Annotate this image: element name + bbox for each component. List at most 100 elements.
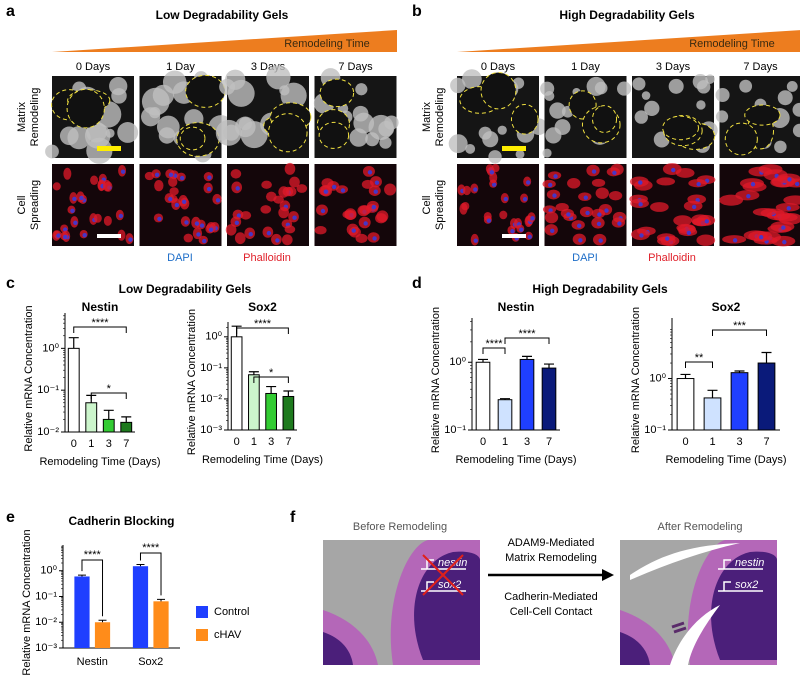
nucleus [612, 171, 616, 175]
pore-outline [319, 122, 348, 148]
nucleus [121, 170, 125, 174]
bar [758, 363, 775, 430]
matrix-blob [774, 141, 786, 153]
matrix-blob [617, 81, 631, 95]
matrix-blob [498, 126, 507, 135]
cell [376, 210, 388, 222]
panel-title: Low Degradability Gels [156, 8, 289, 22]
matrix-blob [595, 82, 608, 95]
nucleus [639, 233, 643, 237]
row-label: Remodeling [29, 88, 41, 147]
error-bar [121, 417, 131, 422]
legend-swatch [196, 629, 208, 641]
nucleus [207, 175, 211, 179]
nucleus [72, 197, 76, 201]
nucleus [249, 232, 253, 236]
y-tick-label: 10⁰ [42, 342, 59, 354]
y-tick-label: 10⁻¹ [444, 424, 466, 436]
bar [103, 419, 114, 432]
panel-title: Low Degradability Gels [119, 282, 252, 296]
pore-outline [481, 73, 516, 109]
y-tick-label: 10⁻¹ [644, 424, 666, 436]
cell [260, 205, 271, 214]
day-label: 1 Day [571, 61, 600, 73]
nucleus [235, 221, 239, 225]
nucleus [332, 185, 336, 189]
gene-label: sox2 [735, 579, 758, 591]
x-tick-label: 7 [763, 436, 769, 448]
cell [753, 208, 777, 216]
nucleus [363, 221, 367, 225]
pore-outline [186, 75, 225, 107]
matrix-blob [632, 77, 645, 90]
bar [677, 379, 694, 430]
nucleus [368, 170, 372, 174]
nucleus [202, 239, 206, 243]
cell [296, 184, 307, 193]
error-bar [708, 390, 718, 398]
bar [121, 422, 132, 432]
x-tick-label: 7 [546, 436, 552, 448]
x-tick-label: 1 [709, 436, 715, 448]
y-axis-title: Relative mRNA Concentration [21, 529, 33, 675]
significance-label: ** [695, 352, 704, 364]
nucleus [235, 186, 239, 190]
nucleus [604, 208, 608, 212]
error-bar [544, 364, 554, 368]
row-label: Spreading [434, 180, 446, 230]
bar [231, 337, 242, 430]
significance-label: * [269, 367, 274, 379]
error-bar [157, 599, 165, 601]
pore-outline [725, 123, 757, 155]
x-axis-title: Remodeling Time (Days) [39, 456, 160, 468]
cell [154, 180, 163, 191]
x-tick-label: 0 [682, 436, 688, 448]
day-label: 7 Days [338, 61, 373, 73]
cell [235, 232, 246, 244]
error-bar [99, 620, 107, 622]
nucleus [275, 238, 279, 242]
y-tick-label: 10⁻³ [200, 424, 222, 436]
scale-bar [97, 234, 121, 238]
y-tick-label: 10⁰ [649, 372, 666, 384]
gene-label: nestin [735, 557, 764, 569]
x-axis-title: Remodeling Time (Days) [455, 454, 576, 466]
row-label: Spreading [29, 180, 41, 230]
panel-label: e [6, 509, 15, 526]
bar [520, 359, 534, 430]
significance-label: * [107, 383, 112, 395]
error-bar [762, 353, 772, 364]
nucleus [216, 198, 220, 202]
nucleus [180, 176, 184, 180]
legend-label: Control [214, 606, 249, 618]
nucleus [526, 180, 530, 184]
nucleus [195, 221, 199, 225]
nucleus [510, 229, 514, 233]
cell [315, 226, 327, 234]
x-tick-label: 3 [736, 436, 742, 448]
matrix-blob [450, 78, 465, 93]
nucleus [474, 239, 478, 243]
matrix-blob [379, 137, 391, 149]
matrix-blob [117, 122, 138, 143]
error-bar [681, 374, 691, 378]
cell [285, 163, 296, 175]
stain-label: DAPI [572, 252, 598, 264]
nucleus [200, 223, 204, 227]
x-axis-title: Remodeling Time (Days) [202, 454, 323, 466]
nucleus [473, 187, 477, 191]
chart-title: Sox2 [248, 300, 277, 314]
cell [384, 184, 396, 196]
nucleus [553, 174, 557, 178]
nucleus [490, 170, 494, 174]
nucleus [372, 205, 376, 209]
nucleus [82, 233, 86, 237]
chart-title: Nestin [82, 300, 119, 314]
significance-label: *** [733, 320, 747, 332]
day-label: 1 Day [166, 61, 195, 73]
x-tick-label: 3 [106, 438, 112, 450]
matrix-blob [223, 125, 239, 141]
nucleus [175, 203, 179, 207]
cell [282, 234, 293, 245]
cell [609, 191, 622, 200]
